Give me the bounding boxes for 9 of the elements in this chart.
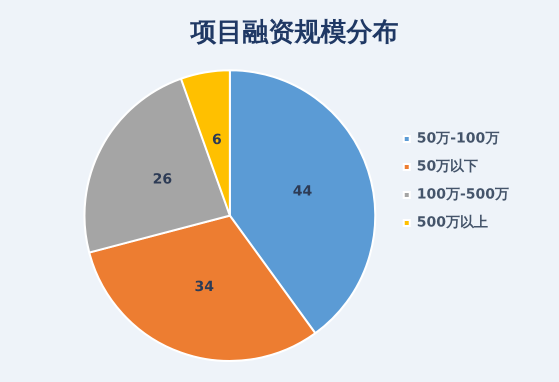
legend-label: 50万-100万 <box>416 130 500 147</box>
chart-title: 项目融资规模分布 <box>190 17 398 48</box>
legend-label: 500万以上 <box>416 214 488 231</box>
data-label: 44 <box>292 184 312 200</box>
legend-label: 100万-500万 <box>416 186 510 203</box>
data-label: 34 <box>194 279 214 296</box>
data-label: 6 <box>212 132 222 148</box>
legend-label: 50万以下 <box>416 158 478 175</box>
data-label: 26 <box>152 172 172 188</box>
